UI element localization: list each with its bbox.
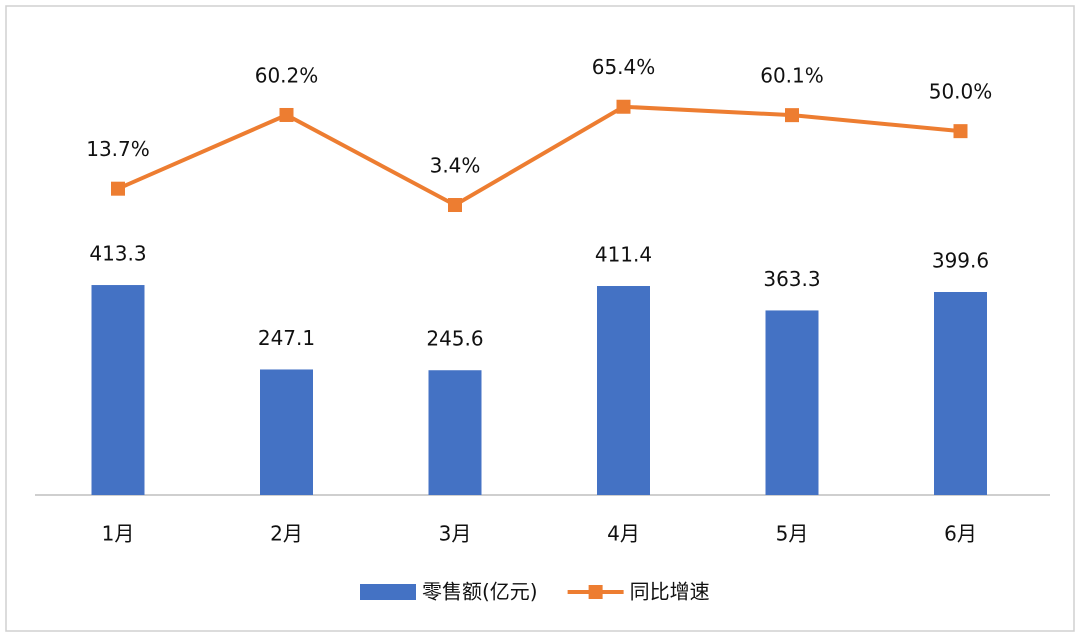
x-tick-label: 5月 [776, 522, 809, 546]
bar-value-label: 413.3 [89, 242, 146, 266]
line-value-label: 65.4% [592, 55, 656, 79]
line-value-label: 13.7% [86, 137, 150, 161]
line-marker [616, 99, 631, 114]
bar-value-label: 411.4 [595, 243, 652, 267]
line-marker [111, 181, 125, 196]
bar-value-label: 245.6 [426, 327, 483, 351]
legend-swatch [588, 585, 603, 599]
x-tick-label: 2月 [270, 522, 303, 546]
x-tick-label: 1月 [102, 522, 135, 546]
line-value-label: 60.2% [255, 63, 319, 87]
line-value-label: 3.4% [430, 154, 481, 178]
bar [597, 286, 650, 495]
line-marker [279, 107, 294, 122]
bar [934, 292, 987, 495]
line-value-label: 50.0% [929, 80, 993, 104]
bar [765, 310, 819, 495]
x-tick-label: 6月 [944, 522, 977, 546]
legend-label: 零售额(亿元) [422, 580, 538, 604]
bar-value-label: 363.3 [763, 267, 820, 291]
bar-value-label: 247.1 [258, 326, 315, 350]
bar [260, 369, 313, 495]
line-marker [448, 198, 462, 213]
bar [428, 370, 482, 495]
line-marker [785, 108, 799, 123]
chart-border [5, 5, 1075, 632]
line [117, 104, 961, 208]
bar [91, 285, 145, 495]
legend-label: 同比增速 [630, 580, 710, 604]
bar-value-label: 399.6 [932, 249, 989, 273]
legend-swatch [360, 584, 416, 600]
x-tick-label: 3月 [439, 522, 472, 546]
x-tick-label: 4月 [607, 522, 640, 546]
line-marker [953, 124, 968, 139]
line-value-label: 60.1% [760, 64, 824, 88]
